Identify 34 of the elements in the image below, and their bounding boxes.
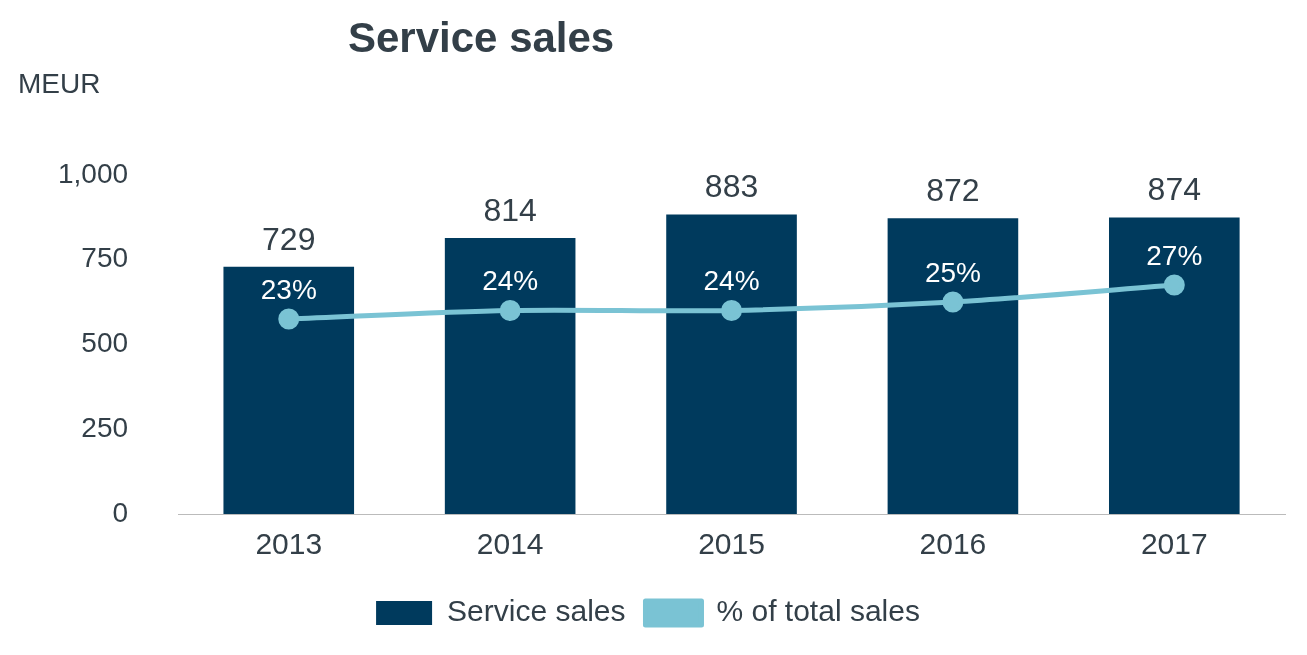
bar bbox=[223, 266, 355, 514]
point bbox=[499, 299, 521, 321]
data-label: 23% bbox=[260, 273, 317, 305]
point bbox=[721, 299, 743, 321]
data-label: 24% bbox=[482, 265, 539, 297]
data-label: 872 bbox=[926, 172, 980, 209]
point bbox=[1163, 274, 1185, 296]
y-tick-label: 1,000 bbox=[57, 157, 129, 189]
bar bbox=[444, 237, 576, 514]
data-label: 24% bbox=[703, 265, 760, 297]
bar bbox=[887, 218, 1019, 514]
x-tick-label: 2016 bbox=[919, 527, 987, 561]
data-label: 27% bbox=[1146, 239, 1203, 271]
y-tick-label: 250 bbox=[81, 411, 129, 443]
chart-title: Service sales bbox=[348, 13, 616, 63]
y-tick-label: 750 bbox=[81, 242, 129, 274]
data-label: 883 bbox=[704, 168, 759, 205]
y-tick-label: 500 bbox=[81, 327, 129, 359]
data-label: 814 bbox=[483, 191, 537, 228]
x-tick-label: 2015 bbox=[698, 527, 765, 561]
bar bbox=[1109, 217, 1240, 514]
x-tick-label: 2017 bbox=[1140, 527, 1208, 561]
x-tick-label: 2014 bbox=[476, 527, 544, 561]
bar bbox=[666, 214, 797, 514]
legend-label: % of total sales bbox=[716, 594, 920, 628]
y-tick-label: 0 bbox=[112, 496, 129, 528]
x-tick-label: 2013 bbox=[255, 527, 323, 561]
data-label: 729 bbox=[262, 220, 316, 257]
point bbox=[942, 291, 964, 313]
legend-label: Service sales bbox=[447, 594, 626, 628]
y-axis-title: MEUR bbox=[18, 68, 102, 101]
point bbox=[278, 308, 300, 330]
data-label: 25% bbox=[924, 256, 981, 288]
data-label: 874 bbox=[1147, 171, 1201, 208]
